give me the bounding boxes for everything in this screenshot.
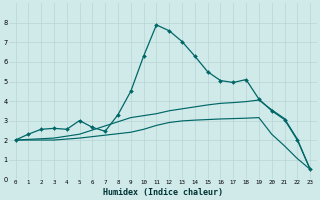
X-axis label: Humidex (Indice chaleur): Humidex (Indice chaleur) [103, 188, 223, 197]
